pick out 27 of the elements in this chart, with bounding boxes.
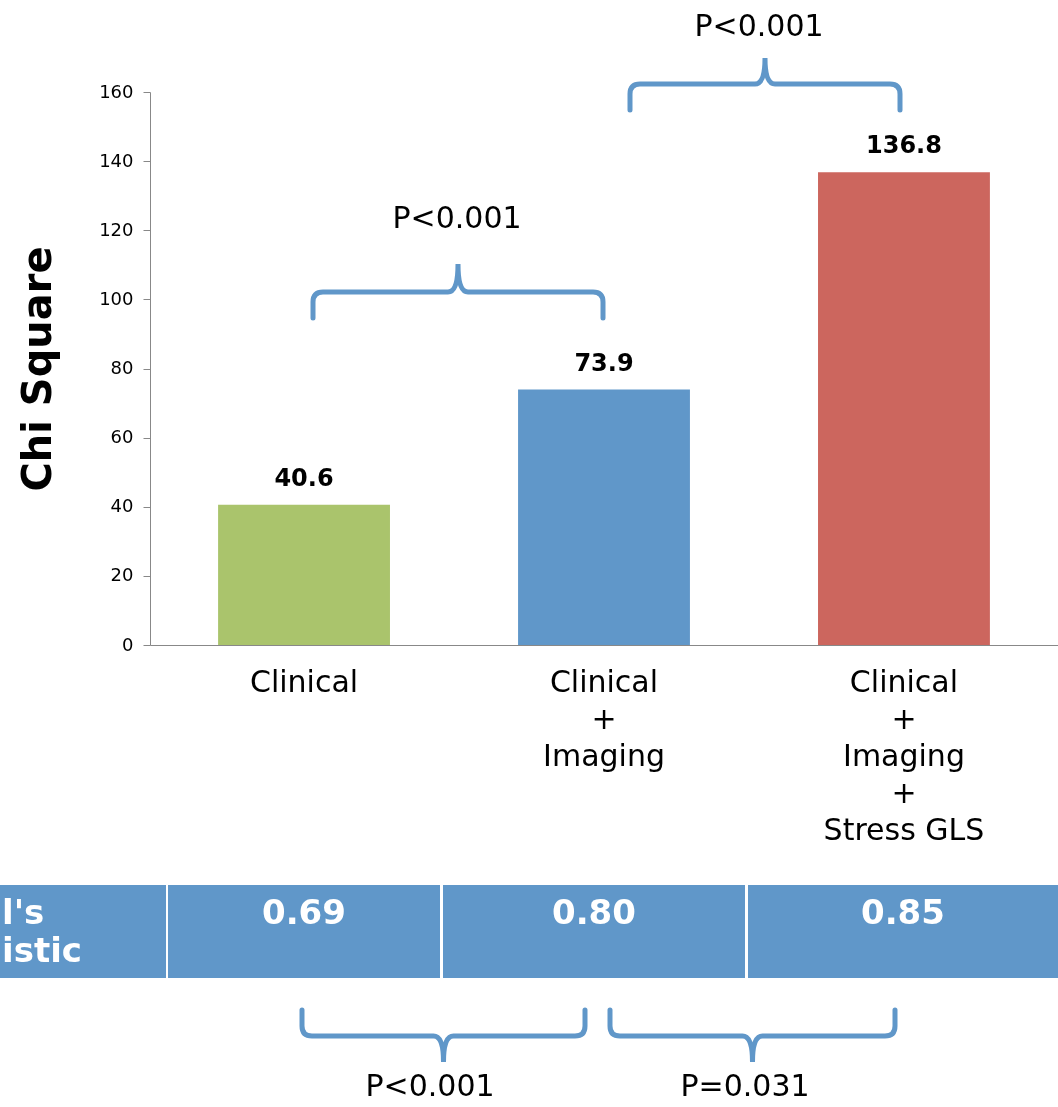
text: 0.80 bbox=[443, 885, 745, 978]
y-tick-label: 80 bbox=[110, 357, 134, 378]
y-tick-label: 40 bbox=[110, 495, 134, 517]
text: P<0.001 bbox=[365, 1068, 495, 1103]
y-axis-title: Chi Square bbox=[14, 246, 61, 492]
annotation: P<0.001 bbox=[392, 200, 522, 235]
text: P=0.031 bbox=[680, 1068, 810, 1103]
bar bbox=[218, 504, 390, 645]
text: P<0.001 bbox=[694, 8, 824, 43]
bar bbox=[818, 172, 990, 645]
data-label: 136.8 bbox=[866, 131, 942, 160]
text: 0.85 bbox=[748, 885, 1058, 978]
y-tick-label: 120 bbox=[99, 218, 134, 240]
y-tick-label: 0 bbox=[122, 633, 134, 655]
y-tick-label: 60 bbox=[110, 426, 134, 448]
text: l's istic bbox=[0, 885, 166, 978]
x-tick-label: Clinical + Imaging bbox=[543, 663, 665, 773]
x-tick-label: Clinical bbox=[249, 663, 359, 699]
data-label: 40.6 bbox=[274, 463, 334, 492]
bar bbox=[518, 389, 690, 645]
y-tick-label: 20 bbox=[110, 564, 134, 586]
x-tick-label: Clinical + Imaging + Stress GLS bbox=[823, 663, 985, 847]
data-label: 73.9 bbox=[574, 348, 634, 377]
y-tick-label: 100 bbox=[99, 287, 134, 309]
y-tick-label: 160 bbox=[99, 80, 134, 102]
y-tick-label: 140 bbox=[99, 149, 134, 171]
text: 0.69 bbox=[168, 885, 440, 978]
